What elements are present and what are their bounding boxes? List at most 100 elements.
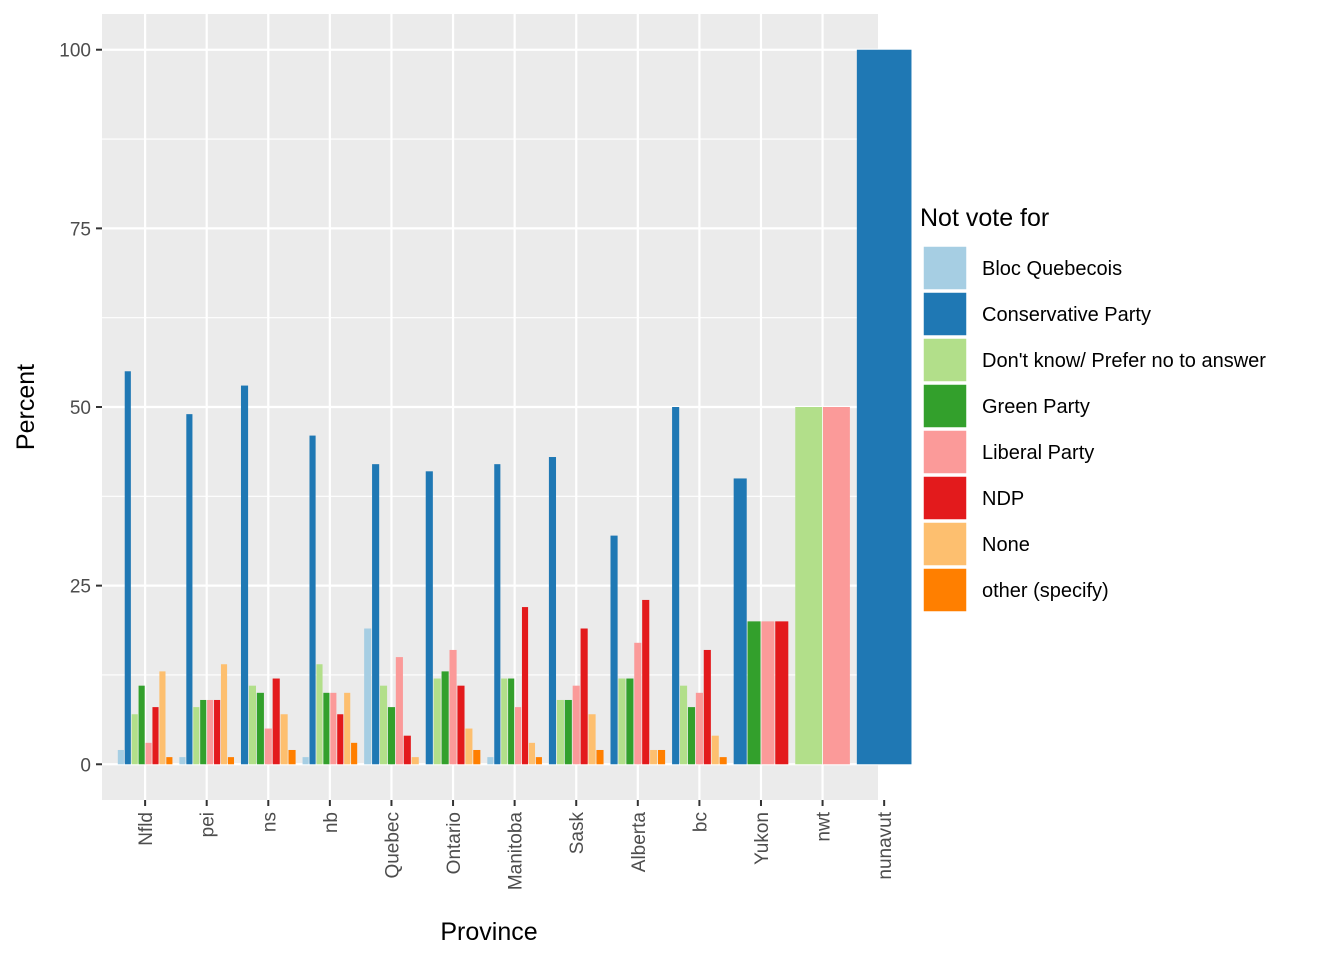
bar	[166, 757, 173, 765]
bar	[658, 749, 666, 765]
legend-key-swatch	[922, 429, 968, 475]
bar	[733, 478, 747, 765]
bar	[403, 735, 411, 765]
bar	[650, 749, 658, 765]
bar	[856, 49, 912, 765]
bar	[618, 678, 626, 765]
bar	[117, 749, 124, 765]
bar	[272, 678, 280, 765]
legend-label: other (specify)	[982, 580, 1109, 602]
bar	[351, 742, 358, 765]
x-tick-label: bc	[690, 812, 711, 832]
bar	[441, 671, 449, 765]
x-tick-label: Quebec	[382, 812, 403, 879]
legend-label: Conservative Party	[982, 304, 1151, 326]
bar	[264, 728, 272, 765]
bar	[588, 714, 596, 765]
bar	[626, 678, 634, 765]
bar	[494, 464, 501, 765]
bar	[508, 678, 515, 765]
bar	[747, 621, 761, 765]
bar	[227, 757, 235, 765]
bar	[302, 757, 309, 765]
x-tick-label: Alberta	[629, 812, 650, 873]
legend-label: Bloc Quebecois	[982, 258, 1122, 280]
y-tick-label: 0	[80, 755, 91, 776]
x-tick-label: pei	[198, 812, 219, 837]
legend-key-swatch	[922, 567, 968, 613]
bar	[248, 685, 257, 765]
legend-key-swatch	[922, 475, 968, 521]
x-tick-label: nunavut	[875, 811, 896, 879]
bar	[680, 685, 688, 765]
bar	[610, 535, 618, 765]
bar	[316, 664, 323, 765]
bar	[572, 685, 580, 765]
bar	[703, 649, 711, 765]
legend-key-swatch	[922, 521, 968, 567]
bar	[515, 707, 522, 765]
bar	[775, 621, 789, 765]
legend-key-swatch	[922, 291, 968, 337]
y-axis-title: Percent	[12, 364, 40, 450]
bar	[152, 707, 159, 765]
x-tick-label: Sask	[567, 812, 588, 855]
legend-key-swatch	[922, 245, 968, 291]
legend-key-swatch	[922, 337, 968, 383]
bar	[528, 742, 536, 765]
x-tick-label: nwt	[814, 811, 835, 841]
bars	[117, 49, 912, 765]
x-axis: Nfld pei ns nb Quebec Ontario Manitoba Sask Albe…	[136, 800, 896, 890]
bar	[564, 699, 572, 765]
bar	[411, 757, 419, 765]
bar	[548, 457, 557, 765]
x-tick-label: ns	[259, 812, 280, 832]
bar	[465, 728, 473, 765]
bar	[672, 407, 680, 765]
bar	[280, 714, 288, 765]
y-tick-label: 50	[70, 398, 91, 419]
bar	[596, 749, 604, 765]
bar	[200, 699, 207, 765]
bar	[580, 628, 588, 765]
bar	[457, 685, 465, 765]
x-tick-label: Nfld	[136, 812, 157, 846]
bar	[395, 657, 403, 765]
bar	[131, 714, 138, 765]
legend-label: Liberal Party	[982, 442, 1094, 464]
bar	[193, 707, 200, 765]
bar	[138, 685, 145, 765]
bar	[822, 407, 850, 765]
legend-label: Don't know/ Prefer no to answer	[982, 350, 1266, 372]
x-tick-label: nb	[321, 812, 342, 833]
bar	[240, 385, 249, 765]
y-axis: 0 25 50 75 100	[59, 41, 102, 776]
bar	[159, 671, 166, 765]
bar	[387, 707, 396, 765]
bar	[309, 435, 316, 765]
legend-key-swatch	[922, 383, 968, 429]
bar	[372, 464, 380, 765]
bar	[214, 699, 221, 765]
bar	[323, 692, 330, 765]
legend-label: NDP	[982, 488, 1024, 510]
legend-items: Bloc Quebecois Conservative Party Don't kn…	[921, 244, 1266, 614]
x-tick-label: Ontario	[444, 812, 465, 874]
bar	[501, 678, 508, 765]
bar	[695, 692, 703, 765]
bar	[330, 692, 337, 765]
bar	[364, 628, 372, 765]
bar	[535, 757, 542, 765]
bar	[795, 407, 823, 765]
bar	[761, 621, 775, 765]
bar	[179, 757, 186, 765]
bar	[145, 742, 152, 765]
bar	[449, 649, 457, 765]
y-tick-label: 100	[59, 41, 91, 62]
bar	[256, 692, 264, 765]
bar	[642, 599, 650, 765]
bar	[288, 749, 296, 765]
bar	[344, 692, 351, 765]
bar	[425, 471, 433, 765]
